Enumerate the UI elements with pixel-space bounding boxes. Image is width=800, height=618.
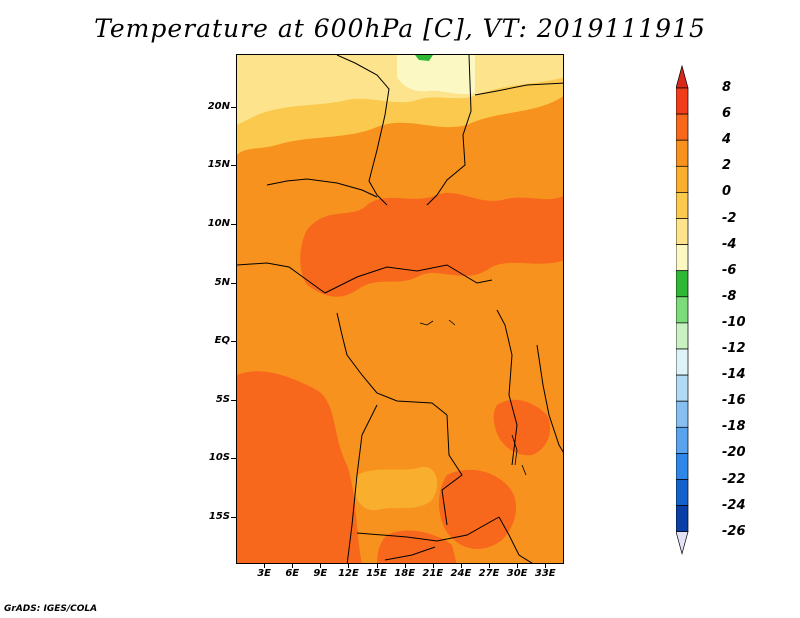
colorbar-segment [676,453,689,480]
lon-tick-label: 33E [534,568,556,579]
lat-tick-label: 15S [208,511,230,523]
colorbar-over-arrow [676,64,689,89]
colorbar-label: -2 [722,210,737,226]
country-borders [237,55,563,563]
colorbar-segment [676,505,689,533]
colorbar-segment [676,348,689,376]
field-4-6-north [300,192,563,297]
lon-tick-label: 6E [285,568,300,579]
colorbar-segment [676,113,689,141]
lon-tick-label: 3E [257,568,271,579]
lon-tick-label: 12E [338,568,359,579]
colorbar-segment [676,296,689,324]
lon-tick [489,564,491,568]
lon-tick-label: 21E [422,568,444,579]
colorbar-label: -26 [722,523,746,539]
colorbar-label: 2 [722,158,732,174]
colorbar-label: -24 [722,497,746,513]
lon-tick [292,564,294,568]
lat-tick [231,165,236,167]
colorbar-segment [676,322,689,350]
lat-tick-label: 20N [207,100,230,112]
colorbar-label: 8 [722,80,732,95]
lon-tick [432,564,434,568]
colorbar-segment [676,218,689,245]
lat-tick-label: 5N [214,276,230,288]
lon-tick [348,564,350,568]
lon-tick [517,564,519,568]
field-m6-m4 [415,55,433,61]
field-4-6-south [377,530,457,563]
lon-tick [320,564,322,568]
colorbar-segment [676,400,689,428]
colorbar-label: 6 [722,106,732,122]
lat-tick-label: 10N [207,218,230,229]
lon-tick-label: 15E [366,568,387,579]
lat-tick [231,224,236,225]
colorbar-segment [676,165,689,193]
colorbar-label: -16 [722,393,746,409]
lon-tick [545,564,547,568]
lon-tick-label: 30E [506,568,528,579]
colorbar-segment [676,270,689,298]
lon-tick [460,564,462,568]
colorbar-label: 4 [722,132,732,148]
colorbar-label: -18 [722,419,746,435]
colorbar-label: -12 [722,341,746,356]
temperature-map [236,54,564,564]
colorbar-label: -4 [722,236,737,252]
lon-tick-label: 18E [394,568,416,579]
field-m2-0 [237,55,563,125]
colorbar-label: -22 [722,471,746,487]
lat-tick-label: 10S [208,452,230,464]
lon-tick [264,564,266,568]
colorbar-segment [676,139,689,167]
field-0-2-south [354,466,438,511]
map-canvas [237,55,563,563]
lat-tick [231,458,236,460]
colorbar-segment [676,192,689,219]
lat-tick [231,106,236,108]
lat-tick [231,517,236,519]
field-4-6-east [493,399,551,456]
colorbar [676,64,689,556]
colorbar-label: -10 [722,314,746,330]
colorbar-label: -14 [722,367,746,383]
lakes [419,319,527,476]
colorbar-under-arrow [676,531,689,556]
lat-tick-label: 5S [215,393,230,405]
lat-tick [231,282,236,284]
colorbar-segment [676,426,689,454]
colorbar-segment [676,87,689,115]
lon-tick-label: 9E [313,568,328,579]
colorbar-label: -8 [722,288,737,304]
grads-credit: GrADS: IGES/COLA [4,604,98,614]
lon-tick-label: 24E [450,568,472,579]
lon-tick-label: 27E [478,568,500,579]
colorbar-label: -20 [722,445,746,461]
lat-tick [231,341,236,343]
lat-tick [231,399,236,401]
field-m4-m2 [397,55,475,95]
colorbar-segment [676,479,689,506]
lon-tick [376,564,378,568]
field-4-6-southeast [438,469,517,550]
lat-tick-label: EQ [214,335,230,347]
colorbar-segment [676,374,689,402]
colorbar-label: 0 [722,184,732,200]
chart-title: Temperature at 600hPa [C], VT: 201911191… [94,14,706,43]
field-4-6-southwest [237,371,362,563]
lon-tick [404,564,406,568]
colorbar-label: -6 [722,262,737,278]
lat-tick-label: 15N [207,159,230,171]
colorbar-segment [676,244,689,272]
